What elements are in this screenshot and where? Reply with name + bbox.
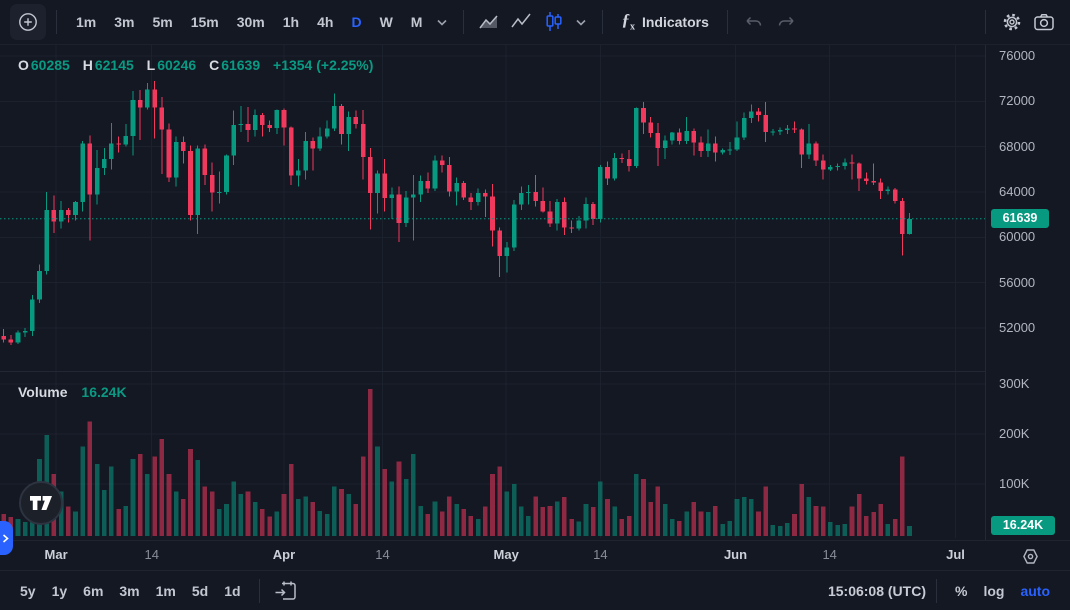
range-3m[interactable]: 3m — [119, 582, 140, 599]
price-tick: 52000 — [999, 319, 1036, 335]
toolbar-divider — [602, 10, 604, 34]
toolbar-divider — [56, 10, 57, 34]
go-to-date-icon[interactable] — [270, 575, 302, 607]
plus-circle-icon — [19, 13, 37, 31]
add-symbol-button[interactable] — [10, 4, 46, 40]
time-tick-14: 14 — [593, 547, 608, 562]
timeframe-W[interactable]: W — [379, 14, 393, 30]
low-value: 60246 — [157, 57, 197, 73]
volume-tick: 300K — [999, 376, 1030, 391]
candlestick-style-icon[interactable] — [538, 6, 570, 38]
timeframe-30m[interactable]: 30m — [236, 14, 265, 30]
toolbar-divider — [258, 578, 260, 603]
chart-style-menu-chevron-icon[interactable] — [570, 7, 592, 37]
price-tick: 72000 — [999, 93, 1036, 109]
high-label: H — [82, 57, 93, 73]
time-tick-Mar: Mar — [44, 547, 68, 562]
range-6m[interactable]: 6m — [83, 582, 104, 599]
range-5y[interactable]: 5y — [20, 582, 36, 599]
timeframe-1h[interactable]: 1h — [282, 14, 300, 30]
last-volume-badge: 16.24K — [991, 516, 1055, 536]
timeframe-menu-chevron-icon[interactable] — [431, 7, 453, 37]
timeframe-group: 1m 3m 5m 15m 30m 1h 4h D W M — [67, 7, 431, 37]
undo-button[interactable] — [738, 6, 770, 38]
volume-label: Volume — [18, 384, 68, 400]
timeframe-M[interactable]: M — [410, 14, 423, 30]
timeframe-15m[interactable]: 15m — [190, 14, 219, 30]
fx-icon: ƒx — [621, 10, 635, 33]
timeframe-3m[interactable]: 3m — [114, 14, 135, 30]
time-tick-14: 14 — [375, 547, 390, 562]
settings-gear-icon[interactable] — [996, 6, 1028, 38]
time-tick-Jul: Jul — [946, 547, 965, 562]
time-tick-14: 14 — [822, 547, 837, 562]
time-tick-Apr: Apr — [272, 547, 296, 562]
undo-arrow-icon — [746, 16, 762, 26]
bottom-toolbar: 5y 1y 6m 3m 1m 5d 1d 15:06:08 (UTC) % log auto — [0, 570, 1070, 610]
open-label: O — [18, 57, 29, 73]
candlestick-plot[interactable] — [0, 45, 985, 540]
time-axis[interactable]: Mar 14 Apr 14 May 14 Jun 14 Jul — [0, 540, 1070, 570]
price-axis[interactable]: 61639 16.24K 76000 72000 68000 64000 60000 56… — [985, 45, 1070, 540]
high-value: 62145 — [94, 57, 134, 73]
price-tick: 64000 — [999, 183, 1036, 199]
volume-tick: 200K — [999, 426, 1030, 441]
range-1y[interactable]: 1y — [51, 582, 68, 599]
range-1m[interactable]: 1m — [155, 582, 176, 599]
range-group: 5y 1y 6m 3m 1m 5d 1d — [12, 577, 249, 605]
time-tick-Jun: Jun — [723, 547, 748, 562]
price-tick: 76000 — [999, 47, 1036, 63]
timeframe-4h[interactable]: 4h — [317, 14, 334, 30]
last-price-badge: 61639 — [991, 209, 1049, 229]
redo-button[interactable] — [770, 6, 802, 38]
toolbar-divider — [985, 10, 986, 34]
toolbar-divider — [726, 10, 728, 34]
tradingview-logo[interactable] — [19, 481, 63, 525]
timeframe-D[interactable]: D — [351, 14, 362, 30]
ohlc-legend[interactable]: O 60285 H 62145 L 60246 C 61639 +1354 (+2.25… — [18, 57, 373, 73]
range-5d[interactable]: 5d — [191, 582, 209, 599]
price-tick: 68000 — [999, 138, 1036, 154]
area-chart-style-icon[interactable] — [474, 6, 506, 38]
indicators-button[interactable]: ƒx Indicators — [613, 6, 716, 38]
volume-legend[interactable]: Volume 16.24K — [18, 384, 127, 400]
line-chart-style-icon[interactable] — [506, 6, 538, 38]
log-scale-button[interactable]: log — [983, 582, 1005, 599]
camera-snapshot-icon[interactable] — [1028, 6, 1060, 38]
indicators-label: Indicators — [641, 14, 709, 30]
timeframe-5m[interactable]: 5m — [152, 14, 173, 30]
volume-tick: 100K — [999, 476, 1030, 491]
range-1d[interactable]: 1d — [224, 582, 241, 599]
price-tick: 56000 — [999, 274, 1036, 290]
price-tick: 60000 — [999, 229, 1036, 245]
open-value: 60285 — [30, 57, 70, 73]
low-label: L — [146, 57, 156, 73]
toolbar-divider — [935, 578, 937, 603]
axis-settings-icon[interactable] — [1019, 545, 1041, 567]
timeframe-1m[interactable]: 1m — [76, 14, 97, 30]
tradingview-logo-glyph — [29, 495, 52, 510]
toolbar-divider — [463, 10, 465, 34]
volume-value: 16.24K — [81, 384, 127, 400]
change-value: +1354 (+2.25%) — [273, 57, 374, 73]
time-tick-14: 14 — [144, 547, 159, 562]
clock-label[interactable]: 15:06:08 (UTC) — [827, 582, 926, 599]
top-toolbar: 1m 3m 5m 15m 30m 1h 4h D W M ƒx Indicators — [0, 0, 1070, 45]
chevron-right-icon — [2, 533, 9, 543]
auto-scale-button[interactable]: auto — [1020, 582, 1050, 599]
close-label: C — [209, 57, 220, 73]
drawing-toolbar-toggle[interactable] — [0, 521, 13, 555]
redo-arrow-icon — [778, 16, 794, 26]
time-tick-May: May — [493, 547, 519, 562]
percent-scale-button[interactable]: % — [954, 582, 968, 599]
close-value: 61639 — [221, 57, 261, 73]
